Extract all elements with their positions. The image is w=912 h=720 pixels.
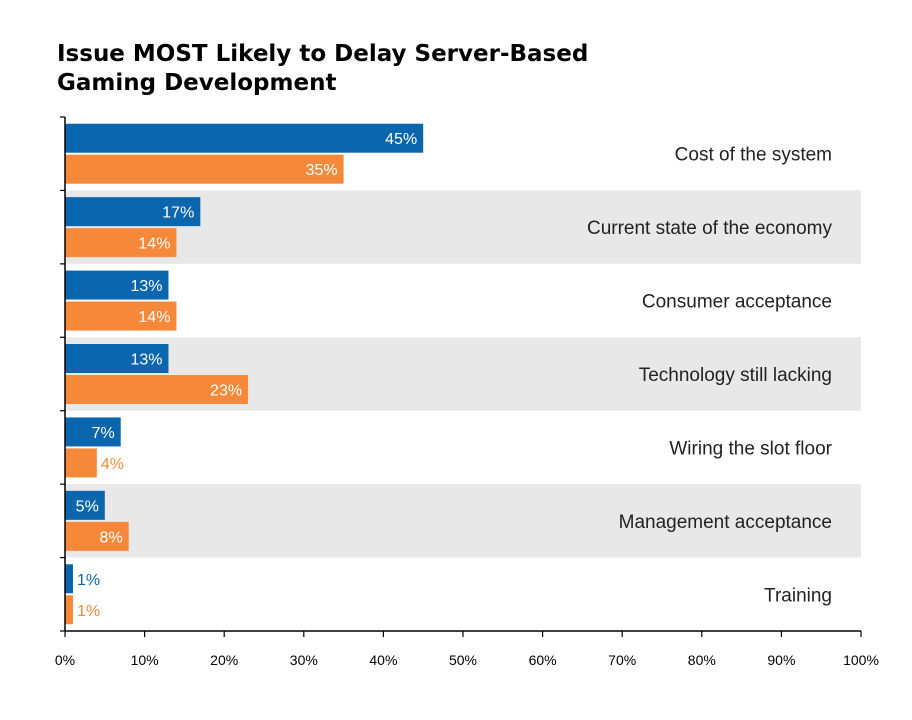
x-tick-label: 60%	[529, 652, 557, 668]
data-label: 35%	[306, 162, 338, 179]
bar-orange	[65, 595, 73, 625]
data-label: 23%	[210, 383, 242, 400]
x-tick-label: 80%	[688, 652, 716, 668]
x-tick-label: 10%	[131, 652, 159, 668]
category-label: Consumer acceptance	[642, 292, 832, 313]
data-label: 13%	[130, 278, 162, 295]
category-label: Technology still lacking	[639, 365, 832, 386]
bar-orange	[65, 375, 249, 404]
bar-blue	[65, 490, 105, 520]
x-tick-label: 70%	[608, 652, 636, 668]
data-label: 17%	[162, 205, 194, 222]
chart-title-line-2: Gaming Development	[57, 70, 337, 96]
bar-blue	[65, 123, 424, 153]
category-label: Training	[764, 585, 832, 606]
bar-blue	[65, 197, 201, 227]
data-label: 1%	[77, 603, 100, 620]
x-tick-label: 90%	[767, 652, 795, 668]
data-label: 45%	[385, 131, 417, 148]
category-labels: Cost of the system Current state of the e…	[587, 145, 833, 607]
data-label: 14%	[138, 309, 170, 326]
bar-orange	[65, 521, 129, 551]
data-label: 7%	[92, 425, 115, 442]
data-label: 4%	[101, 456, 124, 473]
bar-orange	[65, 154, 344, 184]
x-tick-label: 0%	[55, 652, 75, 668]
bar-blue	[65, 270, 169, 300]
x-tick-label: 20%	[210, 652, 238, 668]
category-label: Management acceptance	[619, 512, 832, 533]
axes: 0% 10% 20% 30% 40% 50% 60% 70% 80% 90% 100%	[55, 116, 879, 668]
chart-title: Issue MOST Likely to Delay Server-Based …	[57, 40, 757, 98]
bar-blue	[65, 564, 73, 594]
chart-title-line-1: Issue MOST Likely to Delay Server-Based	[57, 41, 589, 67]
row-band	[65, 484, 861, 558]
category-label: Cost of the system	[675, 145, 832, 166]
bar-blue	[65, 344, 169, 373]
x-tick-label: 40%	[369, 652, 397, 668]
bar-orange	[65, 301, 177, 331]
data-label: 1%	[77, 572, 100, 589]
category-label: Current state of the economy	[587, 218, 833, 239]
x-tick-label: 50%	[449, 652, 477, 668]
x-tick-label: 100%	[843, 652, 879, 668]
data-label: 14%	[138, 236, 170, 253]
data-label: 13%	[130, 352, 162, 369]
category-label: Wiring the slot floor	[669, 438, 832, 459]
x-tick-label: 30%	[290, 652, 318, 668]
bar-orange	[65, 448, 97, 478]
bars	[65, 123, 424, 625]
data-label: 5%	[76, 498, 99, 515]
bar-orange	[65, 228, 177, 258]
data-label: 8%	[100, 529, 123, 546]
value-labels: 45% 35% 17% 14% 13% 14% 13% 23% 7% 4% 5%8% 1% 1%	[76, 131, 418, 620]
bar-blue	[65, 417, 121, 447]
